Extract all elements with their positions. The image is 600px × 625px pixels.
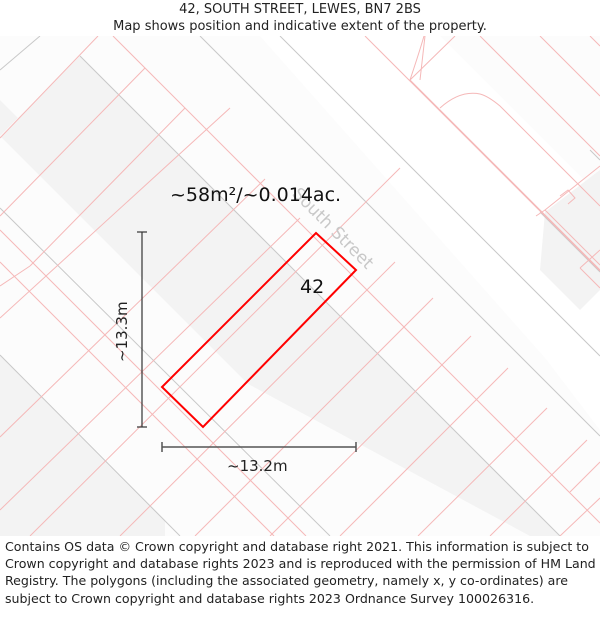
building-block-row-main [0,56,475,531]
south-street-carriageway [300,36,600,430]
width-dimension-label: ~13.2m [227,457,288,475]
dimension-vertical [137,231,147,428]
area-label: ~58m²/~0.014ac. [170,184,342,206]
property-boundary-42[interactable] [160,231,358,429]
copyright-notice: Contains OS data © Crown copyright and d… [5,539,596,606]
map-header: 42, SOUTH STREET, LEWES, BN7 2BS Map sho… [0,0,600,37]
property-address-title: 42, SOUTH STREET, LEWES, BN7 2BS [179,2,421,17]
building-block-lower [0,250,530,536]
map-subtitle: Map shows position and indicative extent… [113,19,487,34]
building-block-southwest [0,355,165,536]
dimension-horizontal [161,442,357,452]
property-map[interactable]: South Street ~58m²/~0.014ac. 42 ~13.2m ~… [0,36,600,536]
map-canvas [0,36,600,536]
height-dimension-label: ~13.3m [113,301,131,362]
parcel-lines [0,36,600,536]
property-number-label: 42 [300,276,325,298]
